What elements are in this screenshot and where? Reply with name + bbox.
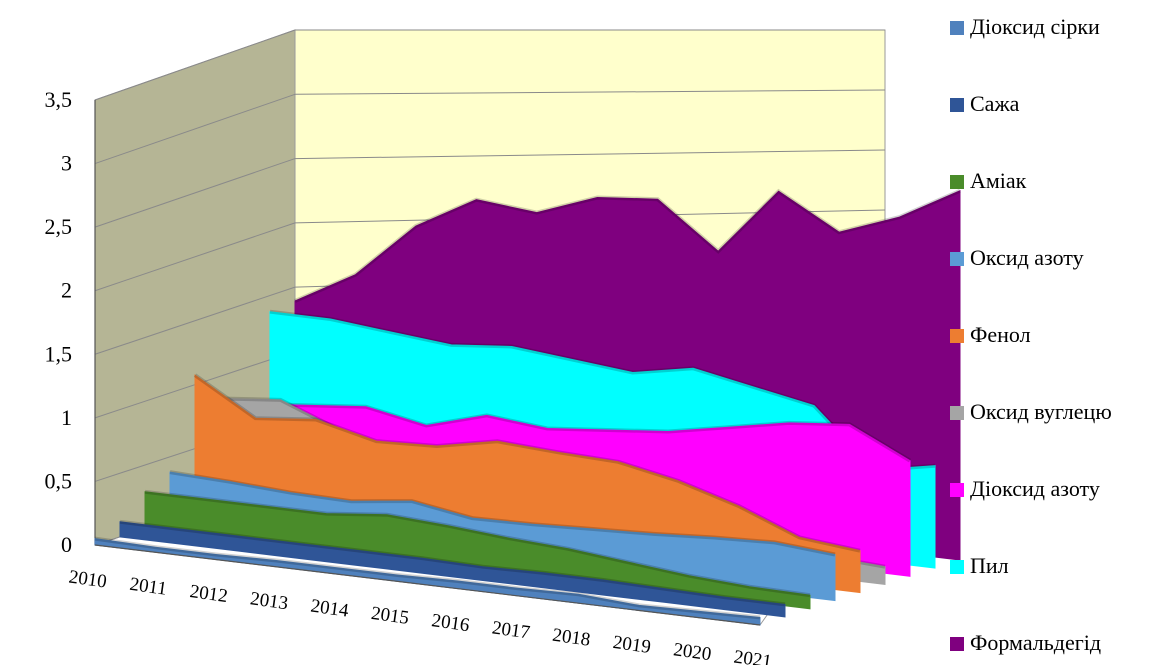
legend-swatch <box>950 329 964 343</box>
x-tick-label: 2014 <box>309 596 350 622</box>
legend-swatch <box>950 252 964 266</box>
y-tick-label: 0,5 <box>45 468 73 493</box>
legend-label: Сажа <box>970 91 1020 116</box>
series-2-top-edge <box>119 519 786 607</box>
x-tick-label: 2016 <box>430 610 471 636</box>
y-tick-label: 3 <box>61 151 72 176</box>
legend: Діоксид сірки Сажа Аміак Оксид азоту Фенол Ок… <box>950 14 1112 655</box>
gridline-side <box>94 286 296 355</box>
x-tick-label: 2021 <box>732 647 773 665</box>
gridline-side <box>94 222 296 292</box>
series-5-top-edge <box>193 373 861 553</box>
series-1-top-edge <box>94 536 761 620</box>
x-tick-label: 2011 <box>128 574 168 600</box>
legend-label: Фенол <box>970 322 1031 347</box>
x-tick-label: 2020 <box>672 639 713 665</box>
legend-swatch <box>950 483 964 497</box>
y-tick-label: 2 <box>61 278 72 303</box>
legend-swatch <box>950 406 964 420</box>
x-tick-label: 2019 <box>612 632 653 658</box>
gridline-back <box>294 149 886 160</box>
gridline-side <box>94 29 296 101</box>
series-2-area <box>119 521 786 618</box>
gridline-back <box>294 89 886 95</box>
legend-swatch <box>950 560 964 574</box>
x-tick-label: 2012 <box>188 581 229 607</box>
gridline-side <box>94 158 296 228</box>
series-9-top-edge <box>294 188 961 303</box>
legend-label: Формальдегід <box>970 630 1101 655</box>
series-group <box>94 188 961 626</box>
gridline-side <box>94 93 296 165</box>
legend-swatch <box>950 21 964 35</box>
y-tick-label: 2,5 <box>45 214 73 239</box>
y-tick-label: 0 <box>61 532 72 557</box>
y-tick-label: 1 <box>61 405 72 430</box>
x-axis-line <box>94 544 761 626</box>
legend-label: Оксид азоту <box>970 245 1084 270</box>
x-axis-ticks: 2010 2011 2012 2013 2014 2015 2016 2017 2018 2019… <box>67 544 773 670</box>
y-axis-ticks: 0 0,5 1 1,5 2 2,5 3 3,5 <box>45 87 96 557</box>
series-7-top-edge <box>244 401 912 463</box>
series-4-top-edge <box>169 470 836 557</box>
legend-label: Оксид вуглецю <box>970 399 1112 424</box>
x-tick-label: 2010 <box>67 567 108 593</box>
series-8-top-edge <box>269 309 936 472</box>
x-tick-label: 2013 <box>249 588 290 614</box>
legend-swatch <box>950 98 964 112</box>
y-tick-label: 1,5 <box>45 341 73 366</box>
series-3-top-edge <box>144 489 811 598</box>
x-tick-label: 2015 <box>370 603 411 629</box>
legend-label: Аміак <box>970 168 1027 193</box>
legend-label: Діоксид азоту <box>970 476 1100 501</box>
legend-swatch <box>950 175 964 189</box>
x-tick-label: 2018 <box>551 625 592 651</box>
legend-label: Пил <box>970 553 1009 578</box>
x-tick-label: 2017 <box>491 617 532 643</box>
legend-swatch <box>950 637 964 651</box>
legend-label: Діоксид сірки <box>970 14 1100 39</box>
y-tick-label: 3,5 <box>45 87 73 112</box>
